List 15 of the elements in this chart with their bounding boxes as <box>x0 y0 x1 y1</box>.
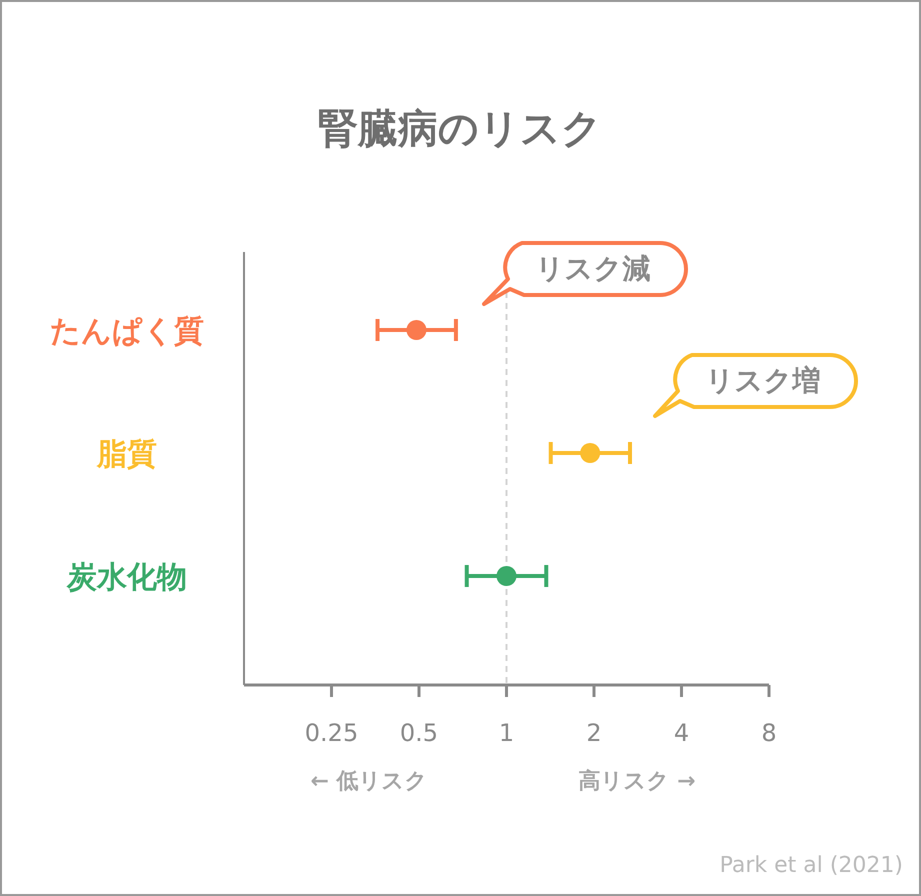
text: ← 低リスク <box>310 769 428 794</box>
x-tick-label: 0.5 <box>400 719 438 747</box>
x-tick-label: 4 <box>674 719 690 747</box>
x-tick-label: 0.25 <box>304 719 358 747</box>
x-tick-label: 8 <box>761 719 777 747</box>
text: Park et al (2021) <box>720 853 903 878</box>
y-tick-label: 脂質 <box>96 437 157 472</box>
y-tick-label: たんぱく質 <box>50 314 204 349</box>
annotation: リスク減 <box>536 252 650 285</box>
text: 高リスク → <box>578 768 696 794</box>
chart-title: 腎臓病のリスク <box>318 106 602 152</box>
x-tick-label: 1 <box>498 719 514 747</box>
y-tick-label: 炭水化物 <box>66 560 187 595</box>
x-tick-label: 2 <box>586 719 602 747</box>
annotation: リスク増 <box>706 364 820 397</box>
